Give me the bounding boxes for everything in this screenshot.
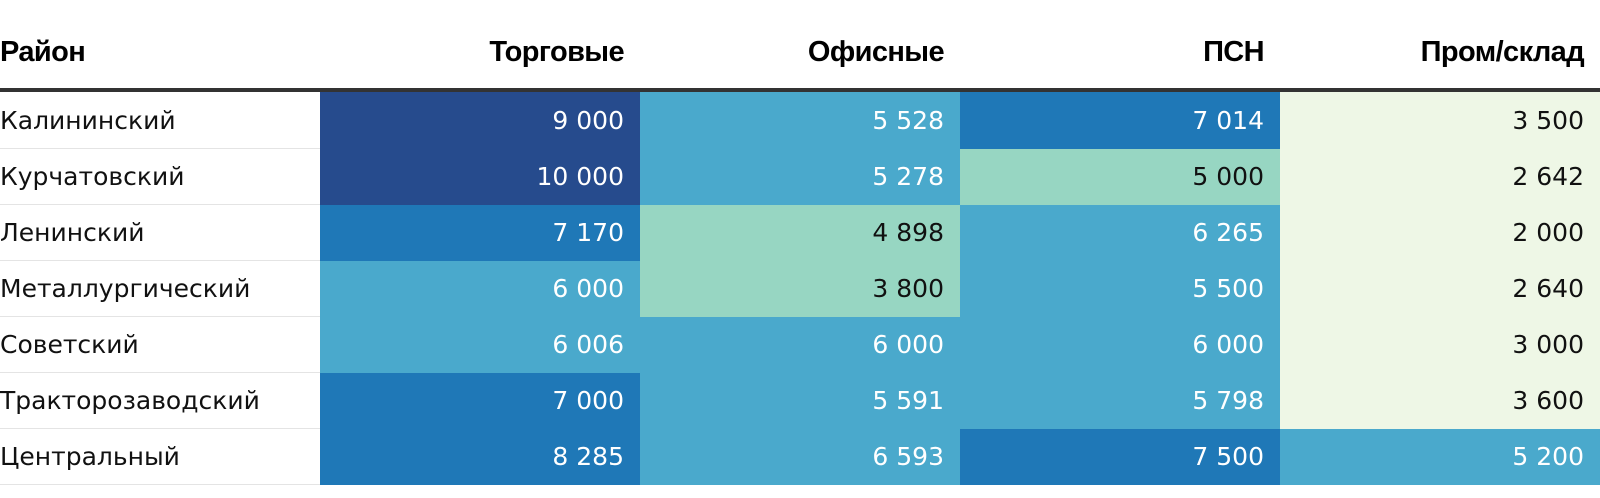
value-cell: 2 000: [1280, 204, 1600, 261]
district-name-cell: Калининский: [0, 90, 320, 149]
column-header[interactable]: Торговые: [320, 16, 640, 92]
column-header[interactable]: Пром/склад: [1280, 16, 1600, 92]
value-cell: 10 000: [320, 148, 640, 205]
value-cell: 5 278: [640, 148, 960, 205]
district-name-cell: Металлургический: [0, 260, 320, 317]
value-cell: 4 898: [640, 204, 960, 261]
value-cell: 8 285: [320, 428, 640, 485]
district-name-cell: Центральный: [0, 428, 320, 485]
value-cell: 6 593: [640, 428, 960, 485]
table-row: Металлургический 6 000 3 800 5 500 2 640: [0, 260, 1600, 317]
table-row: Центральный 8 285 6 593 7 500 5 200: [0, 428, 1600, 485]
value-cell: 6 000: [640, 316, 960, 373]
district-name-cell: Тракторозаводский: [0, 372, 320, 429]
value-cell: 3 500: [1280, 90, 1600, 149]
value-cell: 7 500: [960, 428, 1280, 485]
table-row: Тракторозаводский 7 000 5 591 5 798 3 600: [0, 372, 1600, 429]
value-cell: 9 000: [320, 90, 640, 149]
price-heatmap-table: Район Торговые Офисные ПСН Пром/склад Ка…: [0, 16, 1600, 485]
value-cell: 6 006: [320, 316, 640, 373]
value-cell: 7 014: [960, 90, 1280, 149]
district-name-cell: Курчатовский: [0, 148, 320, 205]
district-name-cell: Ленинский: [0, 204, 320, 261]
value-cell: 3 000: [1280, 316, 1600, 373]
value-cell: 5 591: [640, 372, 960, 429]
value-cell: 5 528: [640, 90, 960, 149]
value-cell: 5 798: [960, 372, 1280, 429]
column-header[interactable]: ПСН: [960, 16, 1280, 92]
value-cell: 2 642: [1280, 148, 1600, 205]
value-cell: 3 800: [640, 260, 960, 317]
table-body: Калининский 9 000 5 528 7 014 3 500 Курчатовс…: [0, 90, 1600, 485]
table-row: Ленинский 7 170 4 898 6 265 2 000: [0, 204, 1600, 261]
table-row: Советский 6 006 6 000 6 000 3 000: [0, 316, 1600, 373]
column-header[interactable]: Район: [0, 16, 320, 92]
table-row: Курчатовский 10 000 5 278 5 000 2 642: [0, 148, 1600, 205]
value-cell: 5 000: [960, 148, 1280, 205]
value-cell: 7 000: [320, 372, 640, 429]
value-cell: 5 200: [1280, 428, 1600, 485]
header-row: Район Торговые Офисные ПСН Пром/склад: [0, 16, 1600, 92]
value-cell: 6 000: [960, 316, 1280, 373]
value-cell: 3 600: [1280, 372, 1600, 429]
district-name-cell: Советский: [0, 316, 320, 373]
value-cell: 7 170: [320, 204, 640, 261]
value-cell: 2 640: [1280, 260, 1600, 317]
value-cell: 5 500: [960, 260, 1280, 317]
table-row: Калининский 9 000 5 528 7 014 3 500: [0, 90, 1600, 149]
value-cell: 6 265: [960, 204, 1280, 261]
value-cell: 6 000: [320, 260, 640, 317]
column-header[interactable]: Офисные: [640, 16, 960, 92]
